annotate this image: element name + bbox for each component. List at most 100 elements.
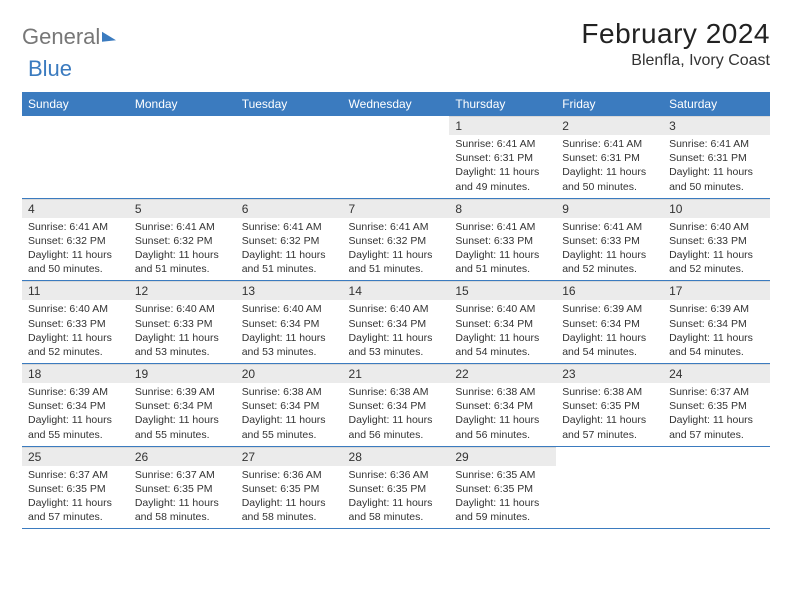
weekday-header: Monday — [129, 92, 236, 116]
day-details: Sunrise: 6:40 AMSunset: 6:33 PMDaylight:… — [663, 218, 770, 281]
day-details: Sunrise: 6:39 AMSunset: 6:34 PMDaylight:… — [129, 383, 236, 446]
sunrise-line: Sunrise: 6:40 AM — [135, 302, 230, 316]
day-number: 2 — [556, 116, 663, 135]
calendar-day-cell: 29Sunrise: 6:35 AMSunset: 6:35 PMDayligh… — [449, 446, 556, 529]
day-number: 6 — [236, 199, 343, 218]
sunset-line: Sunset: 6:35 PM — [349, 482, 444, 496]
sunrise-line: Sunrise: 6:36 AM — [242, 468, 337, 482]
sunset-line: Sunset: 6:35 PM — [562, 399, 657, 413]
sunset-line: Sunset: 6:33 PM — [669, 234, 764, 248]
daylight-line: Daylight: 11 hours and 54 minutes. — [562, 331, 657, 359]
day-details: Sunrise: 6:41 AMSunset: 6:33 PMDaylight:… — [556, 218, 663, 281]
sunset-line: Sunset: 6:32 PM — [242, 234, 337, 248]
calendar-day-cell: 10Sunrise: 6:40 AMSunset: 6:33 PMDayligh… — [663, 198, 770, 281]
calendar-empty-cell — [129, 116, 236, 198]
calendar-day-cell: 1Sunrise: 6:41 AMSunset: 6:31 PMDaylight… — [449, 116, 556, 198]
sunset-line: Sunset: 6:34 PM — [135, 399, 230, 413]
day-number: 29 — [449, 447, 556, 466]
day-number: 15 — [449, 281, 556, 300]
brand-part1: General — [22, 24, 100, 50]
calendar-day-cell: 22Sunrise: 6:38 AMSunset: 6:34 PMDayligh… — [449, 364, 556, 447]
day-details: Sunrise: 6:41 AMSunset: 6:31 PMDaylight:… — [663, 135, 770, 198]
day-details: Sunrise: 6:40 AMSunset: 6:34 PMDaylight:… — [449, 300, 556, 363]
sunrise-line: Sunrise: 6:36 AM — [349, 468, 444, 482]
title-block: February 2024 Blenfla, Ivory Coast — [581, 18, 770, 70]
sunset-line: Sunset: 6:35 PM — [135, 482, 230, 496]
daylight-line: Daylight: 11 hours and 52 minutes. — [669, 248, 764, 276]
sunrise-line: Sunrise: 6:40 AM — [242, 302, 337, 316]
calendar-day-cell: 14Sunrise: 6:40 AMSunset: 6:34 PMDayligh… — [343, 281, 450, 364]
sunset-line: Sunset: 6:32 PM — [135, 234, 230, 248]
calendar-week-row: 4Sunrise: 6:41 AMSunset: 6:32 PMDaylight… — [22, 198, 770, 281]
daylight-line: Daylight: 11 hours and 56 minutes. — [349, 413, 444, 441]
day-number: 1 — [449, 116, 556, 135]
day-number: 9 — [556, 199, 663, 218]
day-number: 12 — [129, 281, 236, 300]
day-number: 17 — [663, 281, 770, 300]
calendar-day-cell: 6Sunrise: 6:41 AMSunset: 6:32 PMDaylight… — [236, 198, 343, 281]
day-details: Sunrise: 6:40 AMSunset: 6:34 PMDaylight:… — [236, 300, 343, 363]
sunrise-line: Sunrise: 6:35 AM — [455, 468, 550, 482]
calendar-day-cell: 27Sunrise: 6:36 AMSunset: 6:35 PMDayligh… — [236, 446, 343, 529]
day-details: Sunrise: 6:38 AMSunset: 6:35 PMDaylight:… — [556, 383, 663, 446]
calendar-day-cell: 24Sunrise: 6:37 AMSunset: 6:35 PMDayligh… — [663, 364, 770, 447]
sunset-line: Sunset: 6:34 PM — [349, 399, 444, 413]
sunrise-line: Sunrise: 6:40 AM — [349, 302, 444, 316]
daylight-line: Daylight: 11 hours and 51 minutes. — [349, 248, 444, 276]
sunrise-line: Sunrise: 6:39 AM — [28, 385, 123, 399]
calendar-empty-cell — [663, 446, 770, 529]
day-number: 25 — [22, 447, 129, 466]
day-number: 22 — [449, 364, 556, 383]
daylight-line: Daylight: 11 hours and 55 minutes. — [28, 413, 123, 441]
daylight-line: Daylight: 11 hours and 59 minutes. — [455, 496, 550, 524]
sunrise-line: Sunrise: 6:37 AM — [669, 385, 764, 399]
daylight-line: Daylight: 11 hours and 58 minutes. — [135, 496, 230, 524]
sunrise-line: Sunrise: 6:41 AM — [455, 220, 550, 234]
day-details: Sunrise: 6:38 AMSunset: 6:34 PMDaylight:… — [449, 383, 556, 446]
calendar-empty-cell — [556, 446, 663, 529]
weekday-header: Thursday — [449, 92, 556, 116]
sunrise-line: Sunrise: 6:38 AM — [349, 385, 444, 399]
daylight-line: Daylight: 11 hours and 54 minutes. — [669, 331, 764, 359]
daylight-line: Daylight: 11 hours and 49 minutes. — [455, 165, 550, 193]
calendar-week-row: 25Sunrise: 6:37 AMSunset: 6:35 PMDayligh… — [22, 446, 770, 529]
calendar-empty-cell — [343, 116, 450, 198]
day-number: 19 — [129, 364, 236, 383]
calendar-day-cell: 15Sunrise: 6:40 AMSunset: 6:34 PMDayligh… — [449, 281, 556, 364]
day-details: Sunrise: 6:39 AMSunset: 6:34 PMDaylight:… — [556, 300, 663, 363]
sunrise-line: Sunrise: 6:37 AM — [135, 468, 230, 482]
calendar-day-cell: 25Sunrise: 6:37 AMSunset: 6:35 PMDayligh… — [22, 446, 129, 529]
calendar-day-cell: 13Sunrise: 6:40 AMSunset: 6:34 PMDayligh… — [236, 281, 343, 364]
daylight-line: Daylight: 11 hours and 58 minutes. — [242, 496, 337, 524]
sunrise-line: Sunrise: 6:38 AM — [562, 385, 657, 399]
daylight-line: Daylight: 11 hours and 51 minutes. — [455, 248, 550, 276]
sunset-line: Sunset: 6:31 PM — [562, 151, 657, 165]
day-number: 28 — [343, 447, 450, 466]
day-number: 11 — [22, 281, 129, 300]
sunset-line: Sunset: 6:33 PM — [28, 317, 123, 331]
sunset-line: Sunset: 6:33 PM — [135, 317, 230, 331]
sunrise-line: Sunrise: 6:38 AM — [455, 385, 550, 399]
sunset-line: Sunset: 6:34 PM — [455, 317, 550, 331]
daylight-line: Daylight: 11 hours and 50 minutes. — [669, 165, 764, 193]
calendar-day-cell: 23Sunrise: 6:38 AMSunset: 6:35 PMDayligh… — [556, 364, 663, 447]
weekday-header: Wednesday — [343, 92, 450, 116]
calendar-day-cell: 18Sunrise: 6:39 AMSunset: 6:34 PMDayligh… — [22, 364, 129, 447]
sunrise-line: Sunrise: 6:39 AM — [135, 385, 230, 399]
day-details: Sunrise: 6:37 AMSunset: 6:35 PMDaylight:… — [22, 466, 129, 529]
sunrise-line: Sunrise: 6:40 AM — [28, 302, 123, 316]
sunrise-line: Sunrise: 6:41 AM — [455, 137, 550, 151]
sunset-line: Sunset: 6:35 PM — [242, 482, 337, 496]
day-number: 8 — [449, 199, 556, 218]
calendar-day-cell: 26Sunrise: 6:37 AMSunset: 6:35 PMDayligh… — [129, 446, 236, 529]
calendar-header-row: SundayMondayTuesdayWednesdayThursdayFrid… — [22, 92, 770, 116]
day-details: Sunrise: 6:38 AMSunset: 6:34 PMDaylight:… — [236, 383, 343, 446]
sunrise-line: Sunrise: 6:41 AM — [242, 220, 337, 234]
day-details: Sunrise: 6:41 AMSunset: 6:31 PMDaylight:… — [449, 135, 556, 198]
triangle-icon — [102, 30, 116, 41]
day-number: 10 — [663, 199, 770, 218]
weekday-header: Sunday — [22, 92, 129, 116]
calendar-day-cell: 28Sunrise: 6:36 AMSunset: 6:35 PMDayligh… — [343, 446, 450, 529]
calendar-week-row: 11Sunrise: 6:40 AMSunset: 6:33 PMDayligh… — [22, 281, 770, 364]
calendar-day-cell: 17Sunrise: 6:39 AMSunset: 6:34 PMDayligh… — [663, 281, 770, 364]
